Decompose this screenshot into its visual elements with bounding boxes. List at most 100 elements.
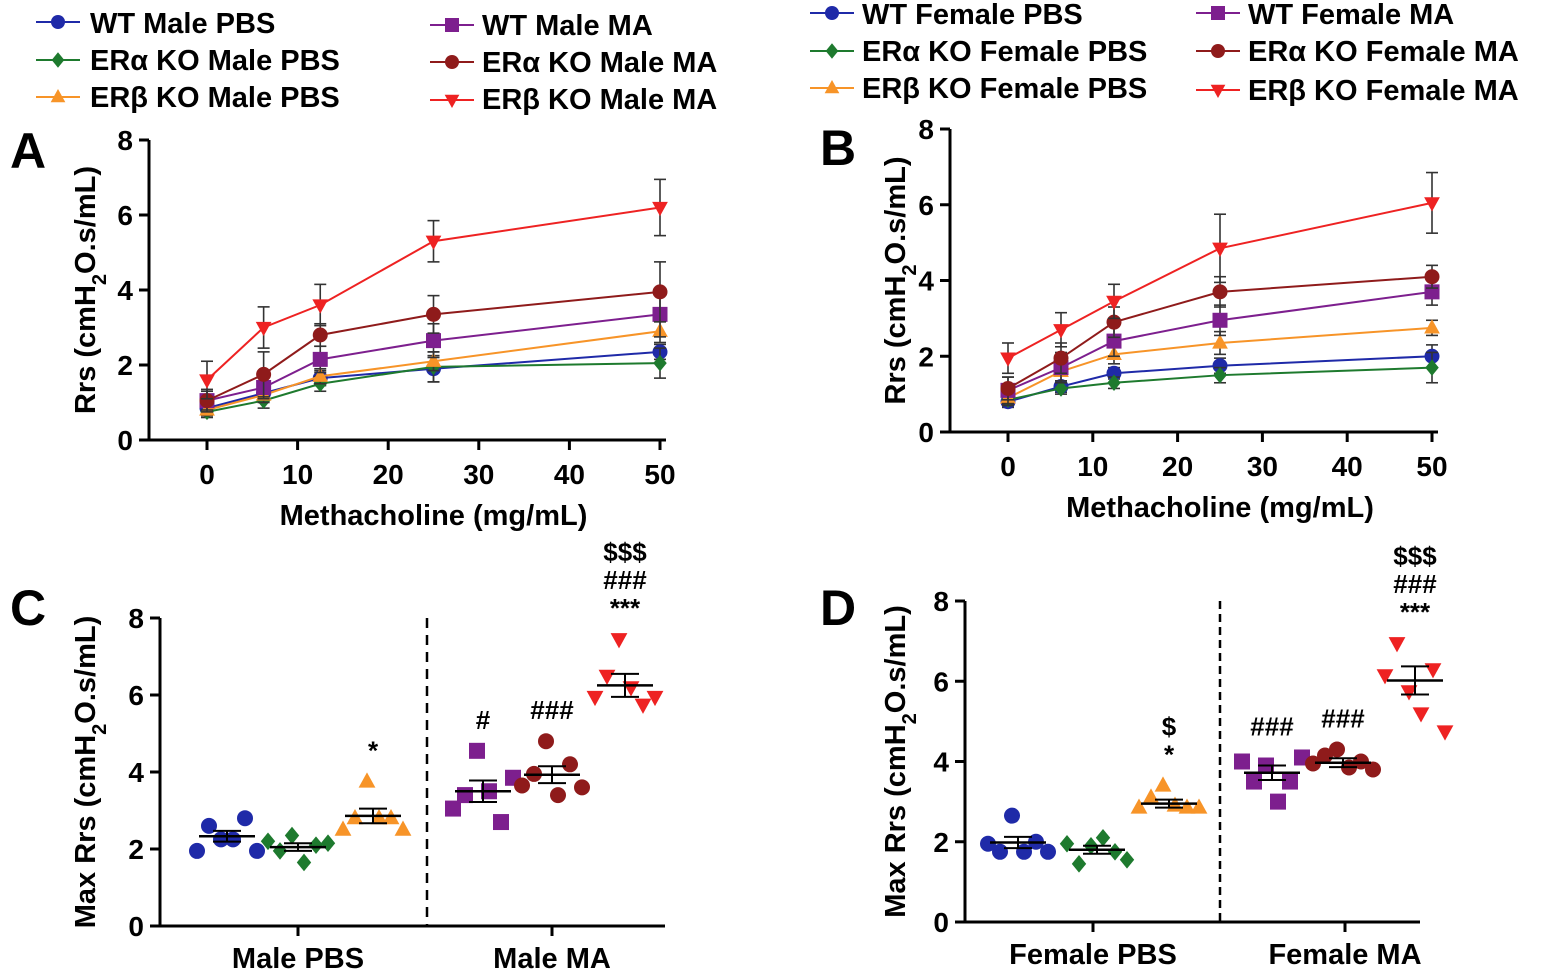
data-point [1424,197,1440,212]
legend-marker-diamond-icon [825,43,839,59]
data-point [1107,374,1121,392]
data-point [296,853,312,872]
data-point [1282,773,1298,790]
legend-label: ERβ KO Male PBS [90,82,340,114]
y-tick-label: 2 [117,350,133,381]
legend-label: ERβ KO Male MA [482,84,717,116]
data-point [634,698,652,714]
x-tick-label: 40 [1332,451,1363,482]
y-axis-label-text: Rrs (cmH [70,285,102,414]
data-point [1154,776,1172,792]
group-erb-ko-male-pbs: * [334,736,412,836]
y-tick-label: 8 [128,603,144,634]
y-axis-label-subscript: 2 [899,264,921,275]
data-point [493,814,509,831]
series-erb-ko-male-ma [199,178,668,400]
data-point [201,817,217,834]
data-point [538,733,554,750]
group-era-ko-male-ma: ### [514,695,590,804]
data-point [1054,380,1068,397]
data-point [1424,269,1440,285]
group-label: Female MA [1268,939,1421,971]
legend-entry-wt-male-pbs: WT Male PBS [36,8,275,40]
group-wt-female-ma: ### [1234,711,1310,810]
data-point [1424,319,1440,334]
y-tick-label: 4 [128,757,144,788]
x-tick-label: 40 [554,459,585,490]
y-axis-label-subscript: 2 [89,274,111,285]
data-point [653,354,667,372]
y-axis-label-text: O.s/mL) [70,166,102,274]
y-tick-label: 0 [128,911,144,942]
group-label: Male PBS [232,943,364,975]
significance-annotation: * [1164,740,1175,770]
y-tick-label: 6 [918,190,934,221]
group-era-ko-female-pbs [1059,828,1135,873]
legend-marker-triangle-up-icon [50,88,66,103]
y-axis-label-subscript: 2 [899,713,921,724]
significance-annotation: ### [603,565,647,595]
y-tick-label: 6 [128,680,144,711]
significance-annotation: *** [1400,597,1431,627]
group-era-ko-male-pbs [260,826,336,872]
legend-entry-era-ko-male-pbs: ERα KO Male PBS [36,45,340,77]
data-point [1425,359,1439,376]
data-point [1436,725,1454,741]
data-point [260,832,276,851]
legend-label: ERα KO Female PBS [862,36,1147,68]
y-axis-label: Max Rrs (cmH2O.s/mL) [70,616,111,929]
legend-label: ERβ KO Female MA [1248,75,1519,107]
x-tick-label: 50 [1416,451,1447,482]
data-point [1000,352,1016,367]
legend-entry-era-ko-male-ma: ERα KO Male MA [430,47,717,79]
x-axis-label: Methacholine (mg/mL) [1066,492,1374,524]
y-tick-label: 2 [918,341,934,372]
data-point [426,306,441,322]
legend-label: WT Female PBS [862,0,1083,31]
y-axis-label-text: O.s/mL) [880,156,912,264]
data-point [598,669,616,685]
y-tick-label: 2 [933,827,949,858]
data-point [425,352,442,367]
x-tick-label: 30 [463,459,494,490]
data-point [312,327,328,343]
group-label: Male MA [493,943,611,975]
data-point [1130,798,1148,814]
legend-label: ERα KO Male PBS [90,45,340,77]
data-point [284,826,300,845]
y-axis-label-text: Max Rrs (cmH [70,735,102,928]
data-point [255,321,272,337]
legend-female: WT Female PBS ERα KO Female PBS ERβ KO F… [810,0,1519,107]
legend-label: ERβ KO Female PBS [862,73,1147,105]
data-point [1119,851,1135,869]
panel-label-a: A [10,123,46,179]
data-point [1106,295,1122,310]
x-tick-label: 20 [1162,451,1193,482]
legend-label: ERα KO Female MA [1248,36,1519,68]
data-point [1365,761,1381,778]
data-point [1270,793,1286,810]
data-point [1004,807,1020,824]
data-point [308,836,324,854]
data-point [256,366,272,382]
legend-marker-circle-icon [445,55,459,69]
group-erb-ko-male-ma: ***###$$$ [586,537,664,714]
data-point [1376,669,1394,685]
legend-marker-circle-icon [51,15,65,29]
data-point [1053,324,1069,339]
y-tick-label: 4 [918,266,934,297]
x-tick-label: 10 [282,459,313,490]
significance-annotation: $$$ [1393,541,1437,571]
data-point [237,810,253,827]
group-wt-female-pbs [980,807,1056,860]
significance-annotation: *** [610,593,641,623]
data-point [980,835,996,852]
legend-entry-erb-ko-male-pbs: ERβ KO Male PBS [36,82,340,114]
legend-label: WT Male PBS [90,8,275,40]
significance-annotation: * [368,736,379,766]
legend-entry-wt-male-ma: WT Male MA [430,10,653,42]
y-axis-label-text: Max Rrs (cmH [880,724,912,917]
x-axis-label: Methacholine (mg/mL) [280,500,588,532]
